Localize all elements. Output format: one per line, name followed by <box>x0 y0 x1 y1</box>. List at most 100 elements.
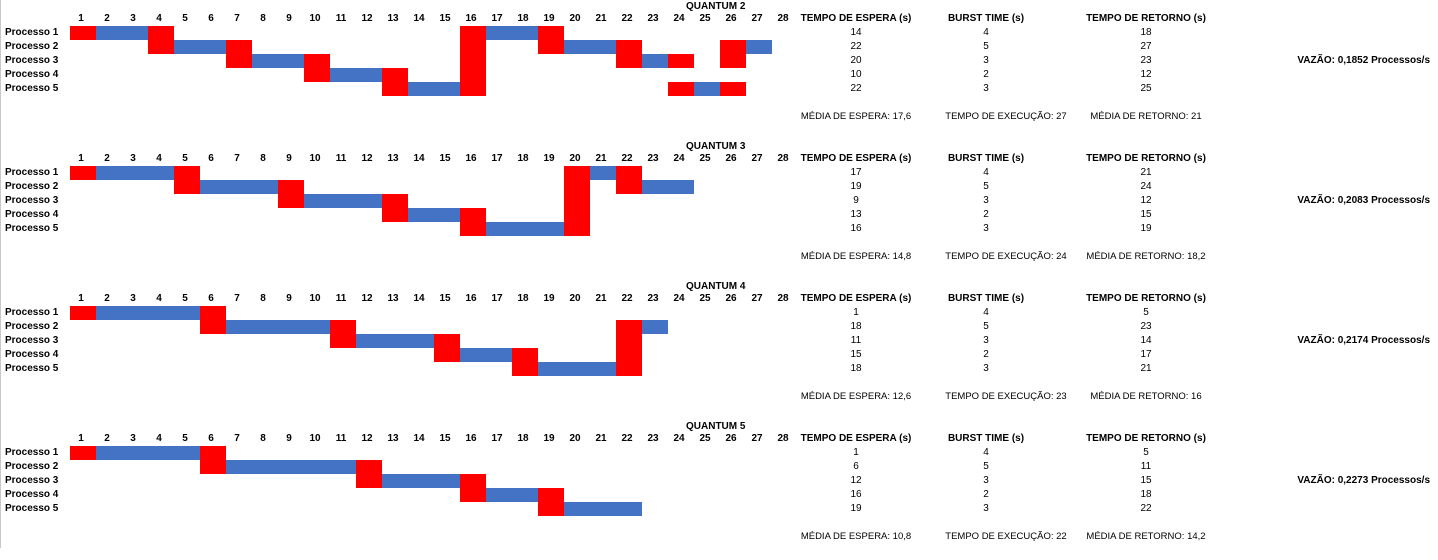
timeline-tick: 18 <box>517 153 529 164</box>
gantt-context-switch <box>538 488 564 502</box>
quantum-block: QUANTUM 4 1 2 3 4 5 6 7 8 9 10 11 12 13 14 15 16 17 18 19 2… <box>0 280 1438 420</box>
gantt-run-segment <box>252 54 304 68</box>
timeline-tick: 14 <box>413 13 425 24</box>
header-burst: BURST TIME (s) <box>947 153 1025 164</box>
grid-line <box>0 0 1 548</box>
timeline-tick: 9 <box>286 433 292 444</box>
timeline-tick: 16 <box>465 433 477 444</box>
timeline-tick: 22 <box>621 433 633 444</box>
timeline-tick: 27 <box>751 153 763 164</box>
timeline-tick: 28 <box>777 153 789 164</box>
timeline-tick: 16 <box>465 153 477 164</box>
value-burst: 2 <box>983 69 989 80</box>
gantt-context-switch <box>330 320 356 334</box>
value-burst: 4 <box>983 167 989 178</box>
gantt-run-segment <box>96 26 148 40</box>
timeline-tick: 27 <box>751 13 763 24</box>
gantt-context-switch <box>434 348 460 362</box>
timeline-tick: 11 <box>335 433 347 444</box>
gantt-context-switch <box>616 320 642 334</box>
gantt-context-switch <box>382 68 408 82</box>
timeline-tick: 2 <box>104 293 110 304</box>
timeline-tick: 10 <box>309 13 321 24</box>
gantt-context-switch <box>226 54 252 68</box>
timeline-tick: 1 <box>78 13 84 24</box>
timeline-tick: 28 <box>777 433 789 444</box>
header-retorno: TEMPO DE RETORNO (s) <box>1086 433 1206 444</box>
timeline-tick: 9 <box>286 293 292 304</box>
quantum-title: QUANTUM 4 <box>686 281 746 292</box>
value-retorno: 27 <box>1140 41 1152 52</box>
timeline-tick: 8 <box>260 293 266 304</box>
quantum-title: QUANTUM 5 <box>686 421 746 432</box>
value-espera: 1 <box>853 307 859 318</box>
value-retorno: 15 <box>1140 475 1152 486</box>
gantt-context-switch <box>70 26 96 40</box>
timeline-tick: 21 <box>595 433 607 444</box>
timeline-tick: 4 <box>156 293 162 304</box>
timeline-tick: 28 <box>777 293 789 304</box>
timeline-tick: 24 <box>673 153 685 164</box>
timeline-tick: 14 <box>413 153 425 164</box>
process-label: Processo 1 <box>5 27 59 38</box>
gantt-context-switch <box>356 474 382 488</box>
timeline-tick: 12 <box>361 433 373 444</box>
process-label: Processo 1 <box>5 447 59 458</box>
process-label: Processo 3 <box>5 475 59 486</box>
gantt-run-segment <box>96 446 200 460</box>
timeline-tick: 19 <box>543 153 555 164</box>
gantt-context-switch <box>460 474 486 488</box>
gantt-run-segment <box>564 40 616 54</box>
tempo-execucao: TEMPO DE EXECUÇÃO: 23 <box>945 391 1067 402</box>
timeline-tick: 24 <box>673 13 685 24</box>
quantum-block: QUANTUM 3 1 2 3 4 5 6 7 8 9 10 11 12 13 14 15 16 17 18 19 2… <box>0 140 1438 280</box>
tempo-execucao: TEMPO DE EXECUÇÃO: 27 <box>945 111 1067 122</box>
gantt-context-switch <box>460 68 486 82</box>
gantt-context-switch <box>174 180 200 194</box>
process-label: Processo 4 <box>5 69 59 80</box>
timeline-tick: 2 <box>104 433 110 444</box>
timeline-tick: 5 <box>182 433 188 444</box>
gantt-context-switch <box>356 460 382 474</box>
header-espera: TEMPO DE ESPERA (s) <box>800 293 912 304</box>
gantt-run-segment <box>382 474 460 488</box>
gantt-context-switch <box>148 26 174 40</box>
timeline-tick: 28 <box>777 13 789 24</box>
timeline-tick: 19 <box>543 433 555 444</box>
gantt-run-segment <box>408 82 460 96</box>
process-label: Processo 4 <box>5 489 59 500</box>
gantt-context-switch <box>382 82 408 96</box>
process-label: Processo 2 <box>5 41 59 52</box>
gantt-context-switch <box>564 166 590 180</box>
gantt-context-switch <box>330 334 356 348</box>
timeline-tick: 25 <box>699 13 711 24</box>
value-retorno: 21 <box>1140 363 1152 374</box>
media-espera: MÉDIA DE ESPERA: 14,8 <box>800 251 912 262</box>
header-retorno: TEMPO DE RETORNO (s) <box>1086 293 1206 304</box>
value-burst: 2 <box>983 209 989 220</box>
gantt-run-segment <box>590 166 616 180</box>
value-retorno: 14 <box>1140 335 1152 346</box>
timeline-tick: 1 <box>78 293 84 304</box>
value-retorno: 12 <box>1140 195 1152 206</box>
value-burst: 2 <box>983 489 989 500</box>
value-retorno: 25 <box>1140 83 1152 94</box>
gantt-context-switch <box>460 208 486 222</box>
gantt-context-switch <box>278 180 304 194</box>
value-burst: 5 <box>983 461 989 472</box>
header-burst: BURST TIME (s) <box>947 293 1025 304</box>
gantt-context-switch <box>460 26 486 40</box>
gantt-run-segment <box>642 320 668 334</box>
gantt-run-segment <box>200 180 278 194</box>
timeline-tick: 22 <box>621 13 633 24</box>
gantt-context-switch <box>460 82 486 96</box>
timeline-tick: 17 <box>491 433 503 444</box>
value-burst: 3 <box>983 475 989 486</box>
timeline-tick: 21 <box>595 13 607 24</box>
gantt-run-segment <box>460 348 512 362</box>
value-burst: 4 <box>983 307 989 318</box>
timeline-tick: 11 <box>335 153 347 164</box>
value-retorno: 19 <box>1140 223 1152 234</box>
media-retorno: MÉDIA DE RETORNO: 14,2 <box>1086 531 1206 542</box>
value-retorno: 21 <box>1140 167 1152 178</box>
